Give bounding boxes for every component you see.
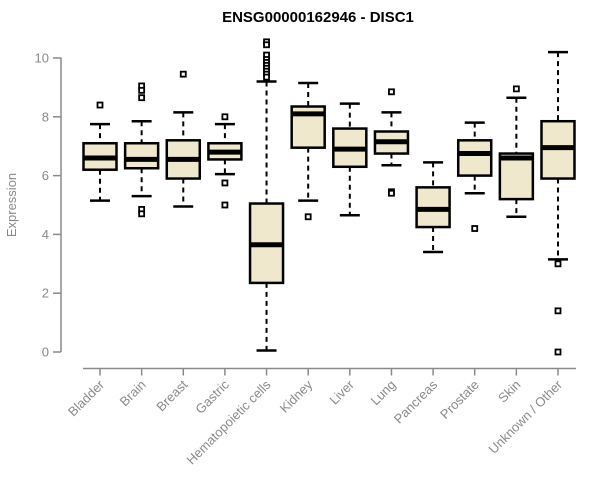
y-axis-title: Expression [4,173,19,237]
y-tick-label: 8 [42,109,49,124]
y-tick-label: 2 [42,286,49,301]
outlier-point [221,201,229,209]
outlier-point [179,70,187,78]
x-tick-label: Gastric [192,377,232,417]
outlier-point [554,260,562,268]
x-tick-label: Brain [117,377,149,409]
outlier-point [554,307,562,315]
outlier-point [138,86,146,94]
outlier-point [263,73,270,81]
y-tick-label: 0 [42,345,49,360]
x-tick-label: Liver [326,377,357,408]
x-tick-label: Prostate [437,377,482,422]
outlier-point [512,85,520,93]
x-tick-label: Pancreas [391,377,441,427]
outlier-point [138,210,146,218]
x-tick-label: Unknown / Other [486,377,566,457]
outlier-point [304,213,312,221]
box-prostate [456,139,493,177]
plot-area: 0 2 4 6 8 10 Expression Bladder Brain Breast Gastr… [4,38,576,467]
outlier-point [221,113,229,121]
outlier-point [138,94,146,102]
outlier-point [221,179,229,187]
y-tick-label: 6 [42,168,49,183]
chart-title: ENSG00000162946 - DISC1 [222,9,414,26]
x-tick-label: Lung [368,377,399,408]
x-tick-label: Breast [153,377,190,414]
box-brain [123,142,160,170]
box-skin [498,152,535,201]
outlier-point [471,225,479,232]
x-tick-label: Skin [495,377,523,405]
x-tick-label: Bladder [65,377,108,420]
outlier-point [388,189,395,197]
x-tick-label: Kidney [277,377,316,416]
outlier-point [263,41,270,49]
y-tick-label: 10 [35,51,49,66]
y-tick-label: 4 [42,227,49,242]
outlier-point [388,88,395,96]
outlier-point [96,101,104,109]
outlier-point [554,348,562,356]
